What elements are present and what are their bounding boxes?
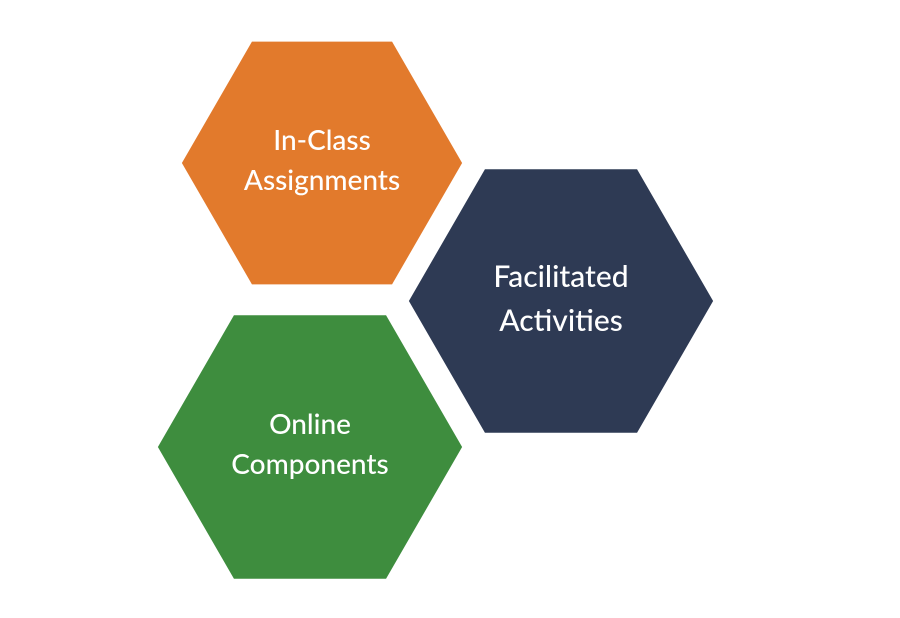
hexagon-online: OnlineComponents — [155, 313, 465, 581]
hexagon-facilitated: FacilitatedActivities — [406, 167, 716, 435]
hexagon-in-class: In-ClassAssignments — [179, 39, 465, 287]
hexagon-diagram: In-ClassAssignments FacilitatedActivitie… — [0, 0, 900, 618]
